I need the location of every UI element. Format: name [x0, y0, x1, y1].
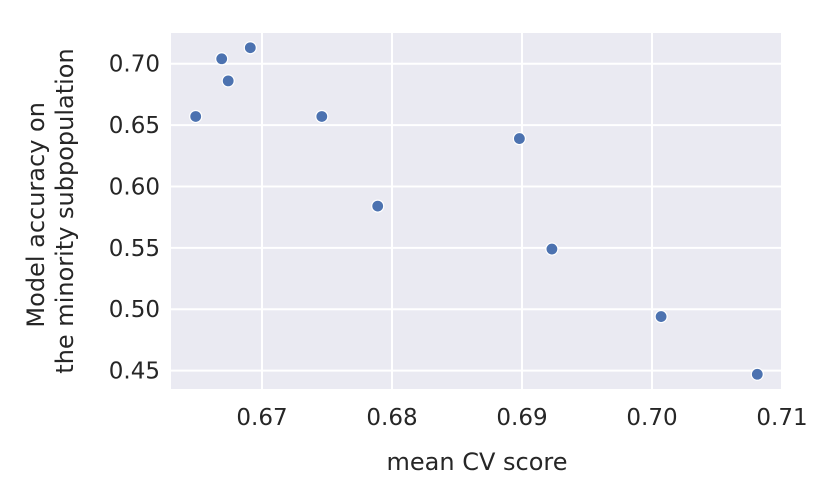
scatter-point [215, 52, 229, 66]
y-tick-label: 0.60 [109, 174, 160, 200]
scatter-point [654, 309, 668, 324]
scatter-point [371, 199, 385, 213]
x-tick-label: 0.70 [626, 405, 677, 431]
y-tick-label: 0.45 [109, 359, 160, 385]
plot-area [171, 33, 782, 389]
x-tick-labels: 0.67 0.68 0.69 0.70 0.71 [236, 405, 807, 431]
scatter-point [189, 109, 203, 124]
scatter-point [512, 131, 527, 146]
y-axis-label-line-1: Model accuracy on [22, 102, 50, 328]
scatter-point [221, 74, 235, 88]
x-axis-label: mean CV score [387, 448, 568, 476]
grid-lines [171, 33, 783, 389]
scatter-point [750, 367, 764, 381]
y-tick-label: 0.65 [109, 113, 160, 139]
x-tick-label: 0.71 [756, 405, 807, 431]
scatter-point [243, 41, 257, 55]
y-tick-label: 0.50 [109, 297, 160, 323]
y-tick-labels: 0.45 0.50 0.55 0.60 0.65 0.70 [109, 52, 160, 385]
y-axis-label: Model accuracy on the minority subpopula… [22, 48, 79, 373]
y-tick-label: 0.70 [109, 52, 160, 78]
x-tick-label: 0.68 [366, 405, 417, 431]
x-tick-label: 0.67 [236, 405, 287, 431]
scatter-point [315, 109, 329, 124]
x-tick-label: 0.69 [496, 405, 547, 431]
y-axis-label-line-2: the minority subpopulation [51, 48, 79, 373]
data-points [189, 41, 764, 381]
y-tick-label: 0.55 [109, 236, 160, 262]
scatter-point [545, 242, 559, 256]
